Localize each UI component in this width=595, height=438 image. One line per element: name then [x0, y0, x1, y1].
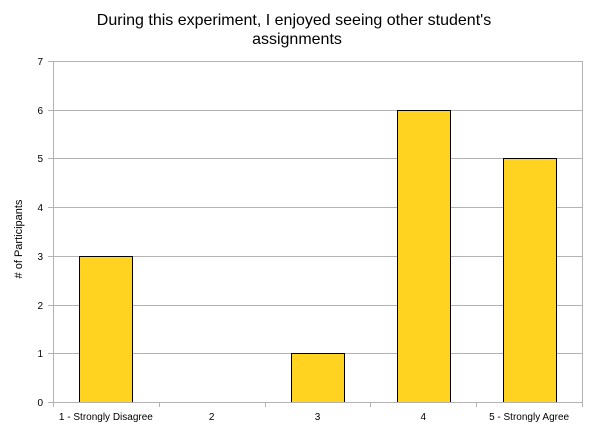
x-tick-label: 2 [209, 412, 215, 423]
x-tick-label: 3 [315, 412, 321, 423]
y-tick-label: 2 [37, 301, 43, 312]
y-tick-labels: 0 1 2 3 4 5 6 7 [37, 57, 43, 409]
y-tick-label: 1 [37, 349, 43, 360]
y-tick-label: 4 [37, 203, 43, 214]
axes [48, 61, 583, 407]
x-tick-label: 5 - Strongly Agree [489, 412, 569, 423]
bars [79, 110, 557, 403]
y-tick-label: 3 [37, 252, 43, 263]
y-tick-label: 0 [37, 398, 43, 409]
bar [291, 353, 345, 403]
y-tick-label: 7 [37, 57, 43, 68]
gridlines [53, 61, 582, 403]
x-tick-label: 4 [421, 412, 427, 423]
x-tick-labels: 1 - Strongly Disagree 2 3 4 5 - Strongly Agr… [59, 412, 570, 423]
bar [397, 110, 451, 403]
x-tick-label: 1 - Strongly Disagree [59, 412, 153, 423]
bar [79, 256, 133, 403]
bar [503, 158, 557, 403]
chart-title-line-1: During this experiment, I enjoyed seeing… [97, 12, 491, 29]
chart-title-line-2: assignments [252, 31, 342, 48]
y-axis-label: # of Participants [13, 199, 25, 278]
plot-frame [53, 61, 583, 403]
y-tick-label: 6 [37, 106, 43, 117]
y-tick-label: 5 [37, 154, 43, 165]
